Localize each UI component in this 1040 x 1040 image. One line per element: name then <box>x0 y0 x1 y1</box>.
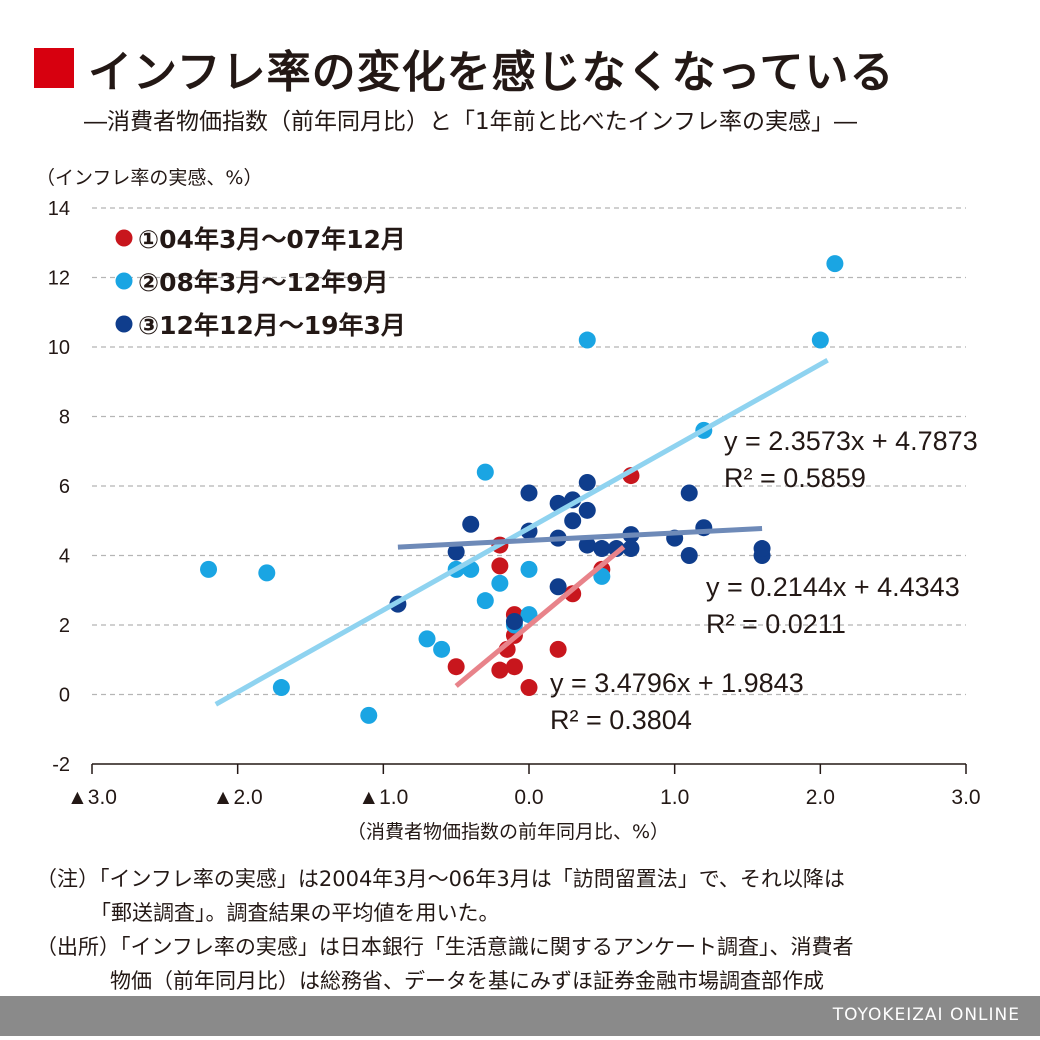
legend-label-series-1: ①04年3月～07年12月 <box>138 225 406 254</box>
legend-marker-series-2 <box>115 272 133 290</box>
scatter-chart: （インフレ率の実感、%） -2 0 2 4 6 8 10 12 14 ▲3.0 ▲2.0 ▲1.0 0.0… <box>36 167 981 843</box>
data-point-series-2 <box>578 331 596 349</box>
x-tick-label: ▲1.0 <box>358 786 408 809</box>
data-point-series-3 <box>505 613 523 631</box>
title-row: インフレ率の変化を感じなくなっている <box>34 36 894 100</box>
data-point-series-1 <box>564 585 582 603</box>
x-tick-label: 0.0 <box>514 786 543 809</box>
trendline-series-3 <box>397 525 763 550</box>
footer-brand: TOYOKEIZAI ONLINE <box>832 1005 1020 1025</box>
data-point-series-1 <box>491 661 509 679</box>
data-point-series-3 <box>578 501 596 519</box>
x-tick-label: 1.0 <box>660 786 689 809</box>
y-tick-label: 10 <box>48 337 70 359</box>
data-point-series-3 <box>520 484 538 502</box>
y-tick-label: 4 <box>59 546 70 568</box>
data-point-series-3 <box>549 578 567 596</box>
notes: （注）「インフレ率の実感」は2004年3月～06年3月は「訪問留置法」で、それ以… <box>36 862 854 998</box>
data-point-series-1 <box>520 679 538 697</box>
data-point-series-2 <box>593 567 611 585</box>
y-axis-label: （インフレ率の実感、%） <box>36 167 262 189</box>
x-tick-label: 3.0 <box>951 786 980 809</box>
data-point-series-2 <box>491 574 509 592</box>
footer-bar: TOYOKEIZAI ONLINE <box>0 996 1040 1036</box>
data-point-series-2 <box>272 679 290 697</box>
data-point-series-2 <box>418 630 436 648</box>
trendline-equation-2: y = 2.3573x + 4.7873 <box>724 426 978 456</box>
page-subtitle: ―消費者物価指数（前年同月比）と「1年前と比べたインフレ率の実感」― <box>84 109 857 135</box>
data-point-series-1 <box>491 557 509 575</box>
data-point-series-3 <box>564 512 582 530</box>
trendline-series-2 <box>214 358 829 707</box>
note-line-4: 物価（前年同月比）は総務省、データを基にみずほ証券金融市場調査部作成 <box>110 969 824 993</box>
data-point-series-3 <box>578 536 596 554</box>
data-point-series-2 <box>433 640 451 658</box>
data-point-series-2 <box>476 463 494 481</box>
data-point-series-2 <box>826 255 844 273</box>
data-point-series-3 <box>753 540 771 558</box>
data-point-series-3 <box>622 540 640 558</box>
data-point-series-1 <box>505 658 523 676</box>
y-tick-label: 12 <box>48 268 70 290</box>
trendline-r2-2: R² = 0.5859 <box>724 463 866 493</box>
page-title: インフレ率の変化を感じなくなっている <box>88 47 895 98</box>
trendline-equation-1: y = 3.4796x + 1.9843 <box>550 668 804 698</box>
x-tick-label: 2.0 <box>806 786 835 809</box>
legend-label-series-2: ②08年3月～12年9月 <box>138 268 389 297</box>
y-tick-label: 14 <box>48 198 70 220</box>
x-tick-label: ▲2.0 <box>213 786 263 809</box>
y-tick-label: -2 <box>52 754 70 776</box>
data-point-series-3 <box>578 474 596 492</box>
data-point-series-3 <box>462 515 480 533</box>
x-tick-label: ▲3.0 <box>67 786 117 809</box>
data-point-series-3 <box>680 484 698 502</box>
data-point-series-2 <box>360 706 378 724</box>
legend-marker-series-3 <box>115 315 133 333</box>
note-line-3: （出所）「インフレ率の実感」は日本銀行「生活意識に関するアンケート調査」、消費者 <box>36 935 854 959</box>
trendline-r2-1: R² = 0.3804 <box>550 705 692 735</box>
data-point-series-1 <box>549 640 567 658</box>
title-square-icon <box>34 48 74 88</box>
legend-marker-series-1 <box>115 229 133 247</box>
data-point-series-3 <box>607 540 625 558</box>
data-point-series-2 <box>811 331 829 349</box>
data-point-series-2 <box>520 560 538 578</box>
y-tick-label: 8 <box>59 407 70 429</box>
data-point-series-1 <box>447 658 465 676</box>
y-tick-label: 0 <box>59 685 70 707</box>
data-point-series-2 <box>258 564 276 582</box>
y-tick-label: 2 <box>59 615 70 637</box>
trendline-r2-3: R² = 0.0211 <box>706 609 846 639</box>
note-line-1: （注）「インフレ率の実感」は2004年3月～06年3月は「訪問留置法」で、それ以… <box>36 867 845 891</box>
data-point-series-3 <box>680 547 698 564</box>
data-point-series-2 <box>476 592 494 610</box>
y-tick-label: 6 <box>59 476 70 498</box>
trendline-equation-3: y = 0.2144x + 4.4343 <box>706 572 960 602</box>
note-line-2: 「郵送調査」。調査結果の平均値を用いた。 <box>90 901 500 925</box>
data-point-series-3 <box>447 543 465 561</box>
trendline-series-1 <box>454 545 626 688</box>
legend-label-series-3: ③12年12月～19年3月 <box>138 311 406 340</box>
data-point-series-2 <box>200 560 218 578</box>
data-point-series-3 <box>593 540 611 558</box>
x-axis-label: （消費者物価指数の前年同月比、%） <box>347 821 669 843</box>
